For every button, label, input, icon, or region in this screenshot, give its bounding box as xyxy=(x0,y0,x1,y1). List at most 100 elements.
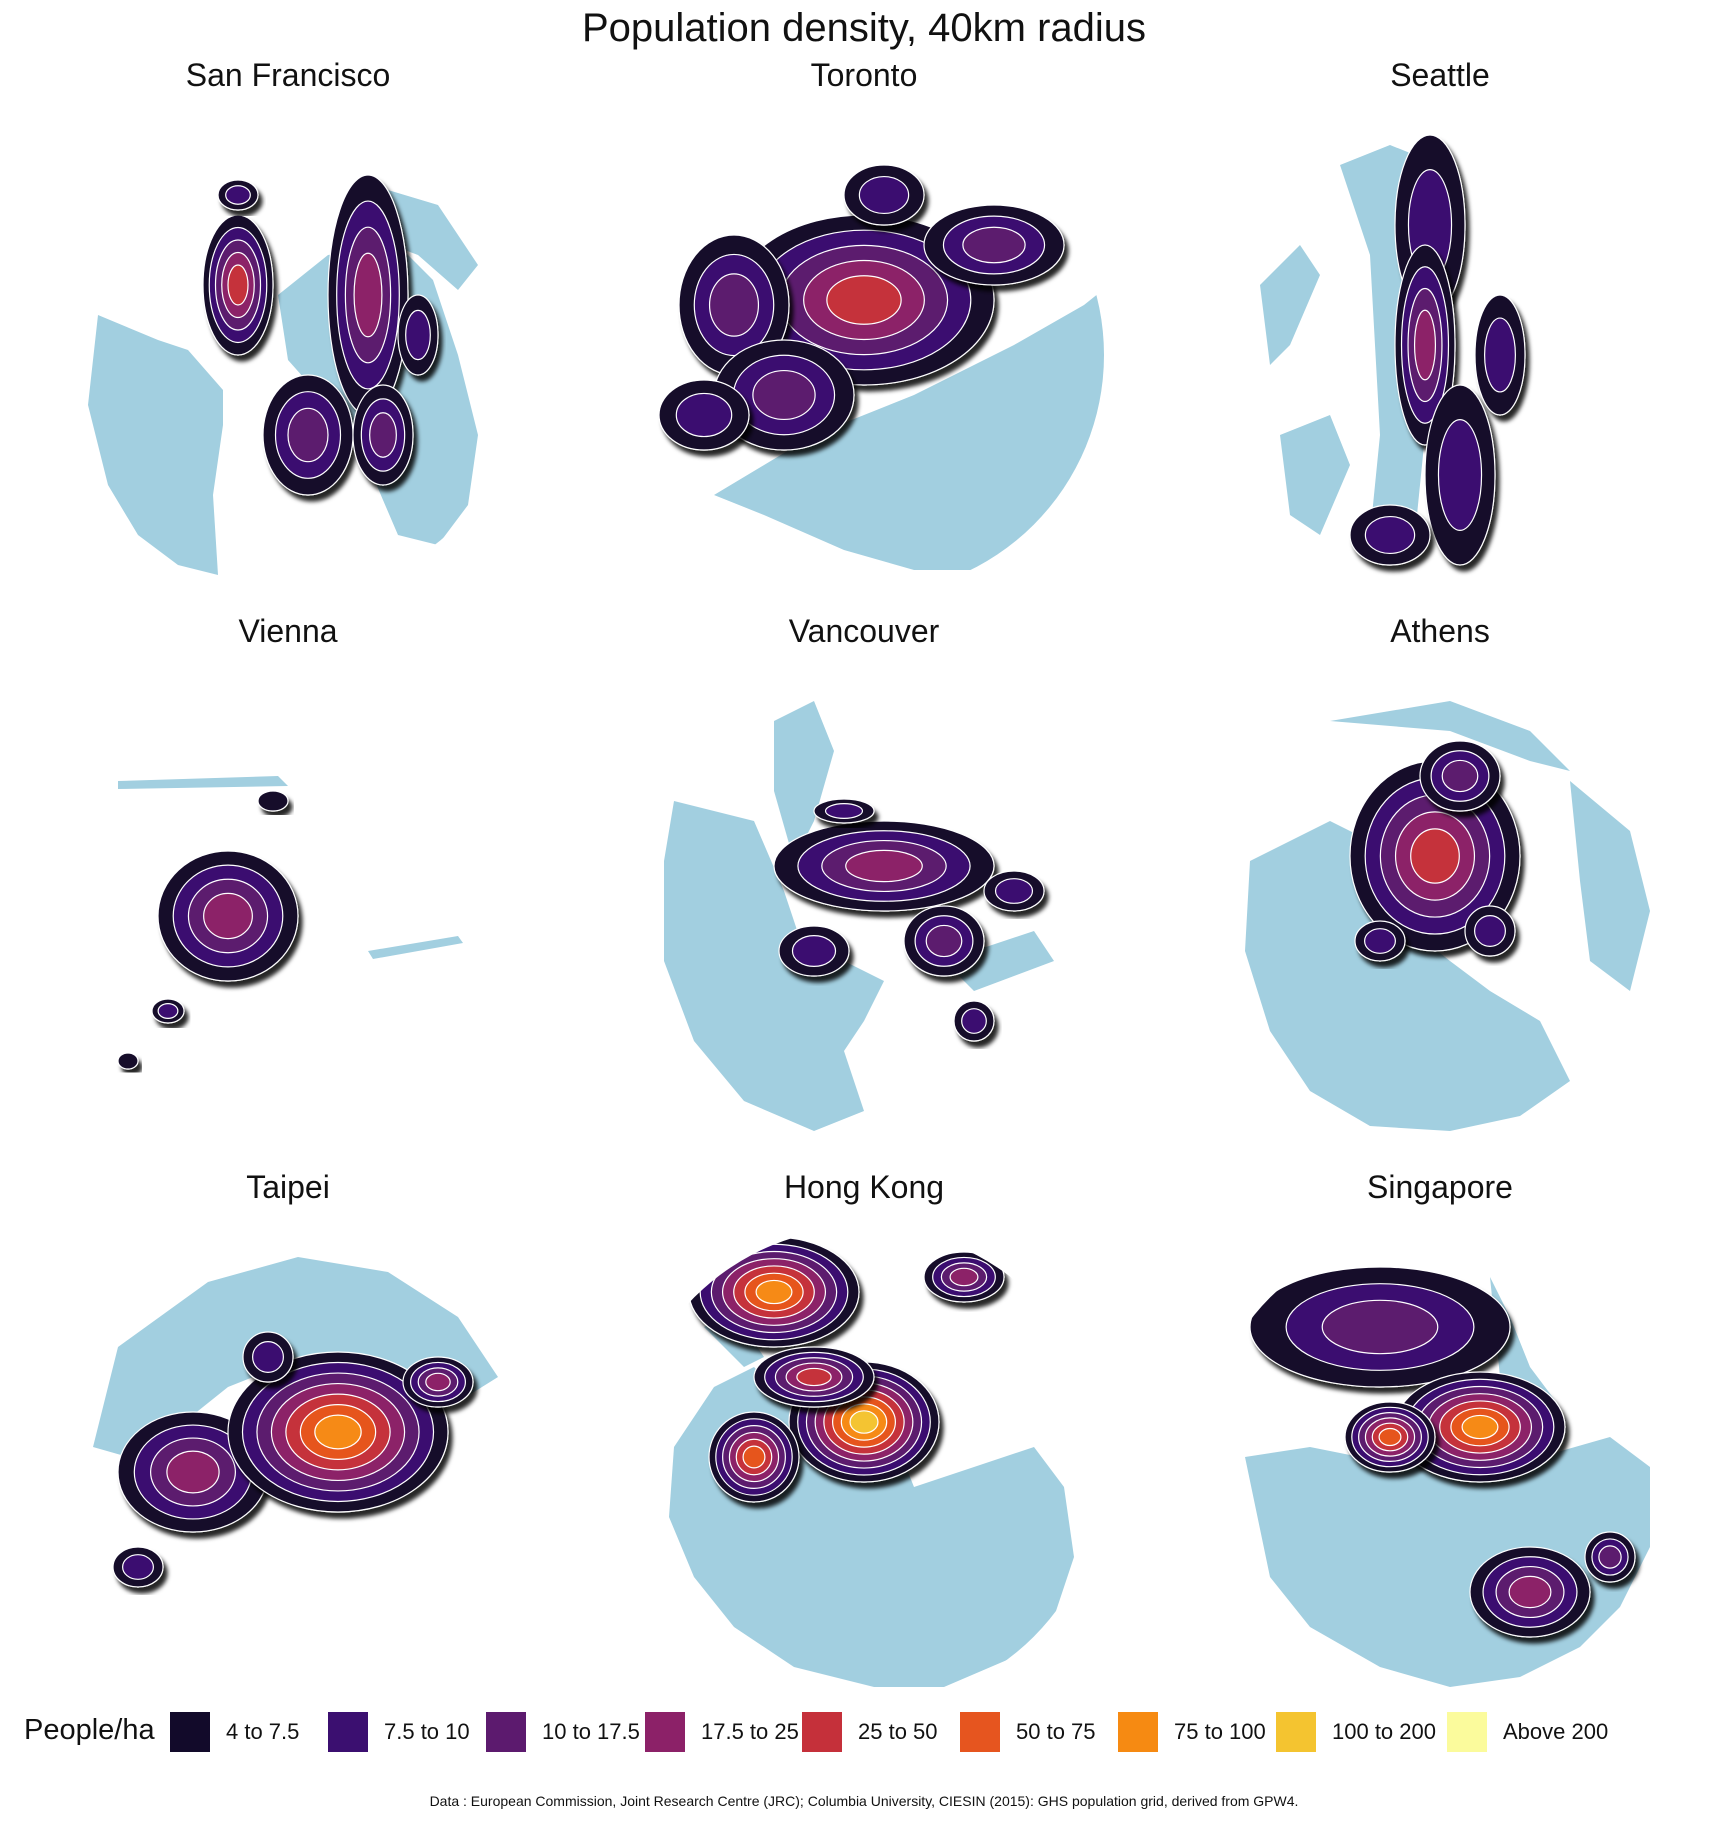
legend-swatch xyxy=(328,1712,368,1752)
density-level xyxy=(1364,928,1396,954)
population-cluster xyxy=(923,204,1065,286)
city-map xyxy=(93,1257,498,1588)
population-cluster xyxy=(843,164,925,226)
city-map xyxy=(117,776,463,1070)
density-level xyxy=(1598,1545,1622,1569)
population-cluster xyxy=(262,374,354,496)
population-cluster xyxy=(903,905,985,977)
density-level xyxy=(1474,915,1506,947)
water-area xyxy=(714,265,1104,570)
city-panel: Seattle xyxy=(1152,55,1728,611)
city-title: Vienna xyxy=(238,613,338,649)
density-level xyxy=(858,175,910,215)
density-level xyxy=(157,1003,179,1019)
density-level xyxy=(1441,759,1479,793)
density-level xyxy=(925,924,963,958)
density-level xyxy=(1484,317,1516,393)
population-cluster xyxy=(1249,1266,1511,1388)
density-level xyxy=(405,309,431,361)
chart-title: Population density, 40km radius xyxy=(581,6,1147,50)
legend-label: 25 to 50 xyxy=(858,1719,938,1744)
source-note: Data : European Commission, Joint Resear… xyxy=(429,1793,1299,1809)
legend-swatch xyxy=(1276,1712,1316,1752)
water-area xyxy=(944,931,1054,991)
density-level xyxy=(1378,1427,1402,1447)
population-cluster xyxy=(1464,905,1516,957)
density-level xyxy=(1413,309,1437,381)
density-level xyxy=(369,412,397,458)
density-level xyxy=(796,1367,832,1387)
legend-label: 10 to 17.5 xyxy=(542,1719,640,1744)
city-panel: Hong Kong xyxy=(576,1167,1152,1723)
population-cluster xyxy=(923,1251,1005,1303)
water-area xyxy=(664,801,884,1131)
population-cluster xyxy=(773,820,995,912)
density-level xyxy=(1364,515,1416,555)
city-map xyxy=(1245,701,1650,1131)
population-cluster xyxy=(1394,244,1456,446)
density-level xyxy=(949,1267,979,1287)
population-cluster xyxy=(688,1236,860,1348)
density-level xyxy=(166,1450,220,1494)
population-cluster xyxy=(1474,294,1526,416)
population-cluster xyxy=(1354,920,1406,962)
density-level xyxy=(1508,1575,1552,1609)
density-level xyxy=(675,392,733,438)
legend-title: People/ha xyxy=(24,1714,155,1746)
legend: People/ha 4 to 7.5 7.5 to 10 10 to 17.5 17.… xyxy=(0,1700,1728,1760)
water-area xyxy=(368,936,463,959)
density-level xyxy=(287,407,329,463)
density-level xyxy=(845,849,923,883)
city-panel: Singapore xyxy=(1152,1167,1728,1723)
density-level xyxy=(824,803,864,819)
population-cluster xyxy=(1349,760,1521,952)
population-cluster xyxy=(1349,504,1431,566)
city-title: San Francisco xyxy=(185,57,391,93)
population-cluster xyxy=(1469,1546,1591,1638)
city-map xyxy=(88,174,478,575)
population-cluster xyxy=(227,1351,449,1513)
city-panel: Vancouver xyxy=(576,611,1152,1167)
density-level xyxy=(1321,1299,1439,1355)
city-title: Vancouver xyxy=(788,613,940,649)
water-area xyxy=(118,776,288,789)
city-title: Singapore xyxy=(1367,1169,1513,1205)
city-map xyxy=(1260,134,1526,566)
legend-label: 7.5 to 10 xyxy=(384,1719,470,1744)
water-area xyxy=(1570,781,1650,991)
population-cluster xyxy=(402,1356,474,1408)
density-level xyxy=(203,892,253,940)
population-cluster xyxy=(397,294,439,376)
density-level xyxy=(425,1372,451,1392)
population-cluster xyxy=(1394,1371,1566,1483)
density-level xyxy=(1437,419,1483,531)
density-level xyxy=(994,878,1034,904)
city-title: Seattle xyxy=(1390,57,1490,93)
legend-label: 4 to 7.5 xyxy=(226,1719,300,1744)
density-level xyxy=(252,1341,284,1373)
population-cluster xyxy=(257,790,289,812)
population-cluster xyxy=(1424,384,1496,566)
population-cluster xyxy=(983,870,1045,912)
city-panel: Toronto xyxy=(576,55,1152,611)
density-level xyxy=(353,252,383,338)
density-level xyxy=(227,264,249,306)
density-level xyxy=(225,185,251,205)
water-area xyxy=(88,315,223,575)
water-area xyxy=(1280,415,1350,535)
density-level xyxy=(117,1052,139,1070)
population-cluster xyxy=(953,1000,995,1042)
water-area xyxy=(774,701,834,861)
population-cluster xyxy=(1344,1401,1436,1473)
legend-swatch xyxy=(1118,1712,1158,1752)
density-level xyxy=(257,790,289,812)
city-title: Athens xyxy=(1390,613,1490,649)
density-level xyxy=(1461,1414,1499,1440)
population-cluster xyxy=(327,174,409,416)
city-title: Hong Kong xyxy=(783,1169,945,1205)
density-level xyxy=(314,1414,362,1450)
density-level xyxy=(742,1445,766,1469)
city-title: Toronto xyxy=(810,57,918,93)
density-level xyxy=(755,1279,793,1305)
density-level xyxy=(122,1554,154,1580)
